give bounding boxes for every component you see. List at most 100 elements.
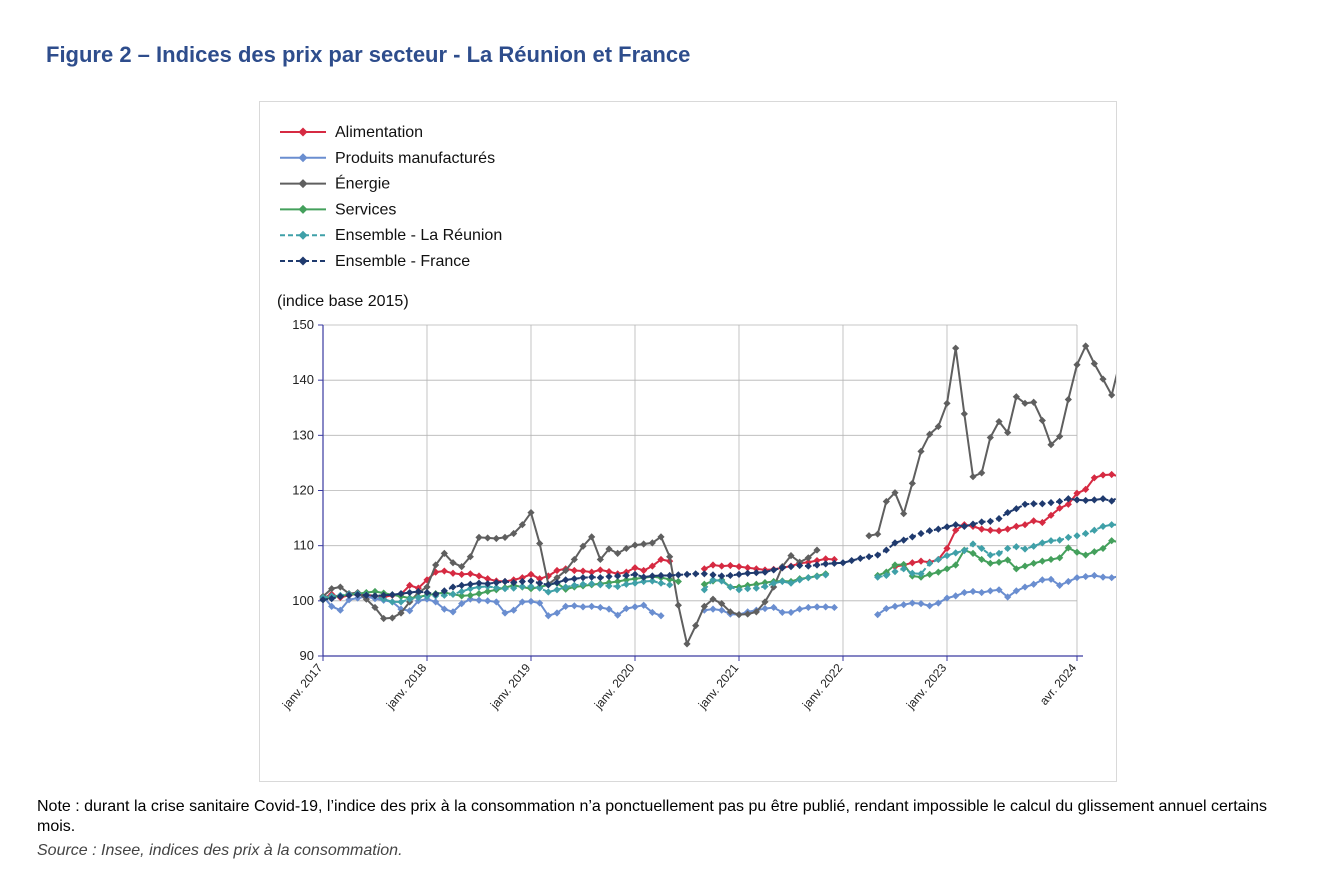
data-point-energie bbox=[432, 561, 440, 569]
data-point-energie bbox=[588, 533, 596, 541]
data-point-ensemble-france bbox=[830, 559, 838, 567]
data-point-ensemble-france bbox=[874, 551, 882, 559]
data-point-ensemble-la-reunion bbox=[1108, 521, 1116, 529]
data-point-alimentation bbox=[700, 565, 708, 573]
data-point-produits-manufactures bbox=[328, 602, 336, 610]
data-point-ensemble-la-reunion bbox=[770, 579, 778, 587]
data-point-produits-manufactures bbox=[527, 597, 535, 605]
data-point-services bbox=[371, 587, 379, 596]
chart-frame: 90 100 110 120 130 140 150 janv. 2017 janv. 2018… bbox=[259, 101, 1117, 782]
data-point-ensemble-france bbox=[570, 575, 578, 583]
data-point-ensemble-france bbox=[865, 553, 873, 561]
data-point-services bbox=[891, 561, 899, 569]
data-point-energie bbox=[770, 583, 778, 591]
data-point-ensemble-france bbox=[882, 546, 890, 554]
data-point-ensemble-la-reunion bbox=[995, 549, 1003, 557]
data-point-alimentation bbox=[544, 572, 552, 580]
data-point-ensemble-france bbox=[518, 577, 526, 586]
data-point-produits-manufactures bbox=[406, 607, 414, 615]
data-point-ensemble-france bbox=[328, 595, 336, 603]
data-point-alimentation bbox=[952, 526, 960, 534]
data-point-produits-manufactures bbox=[926, 602, 934, 610]
data-point-alimentation bbox=[596, 566, 604, 574]
data-point-ensemble-france bbox=[709, 571, 717, 579]
data-point-alimentation bbox=[432, 568, 440, 576]
data-point-energie bbox=[484, 534, 492, 542]
data-point-ensemble-france bbox=[657, 571, 665, 580]
data-point-services bbox=[943, 565, 951, 573]
data-point-ensemble-france bbox=[1012, 505, 1020, 513]
data-point-alimentation bbox=[830, 555, 838, 564]
data-point-energie bbox=[744, 610, 752, 618]
data-point-alimentation bbox=[1056, 504, 1064, 512]
data-point-ensemble-la-reunion bbox=[735, 586, 743, 594]
data-point-services bbox=[761, 579, 769, 587]
data-point-ensemble-france bbox=[1064, 495, 1072, 503]
data-point-produits-manufactures bbox=[484, 597, 492, 605]
data-point-services bbox=[752, 580, 760, 588]
x-tick-label: avr. 2024 bbox=[1037, 661, 1080, 708]
data-point-alimentation bbox=[631, 564, 639, 572]
data-point-alimentation bbox=[822, 555, 830, 563]
data-point-produits-manufactures bbox=[397, 605, 405, 613]
data-point-alimentation bbox=[1038, 518, 1046, 527]
legend-label-energie: Énergie bbox=[335, 174, 390, 193]
data-point-ensemble-la-reunion bbox=[622, 580, 630, 588]
data-point-ensemble-la-reunion bbox=[388, 598, 396, 606]
data-point-alimentation bbox=[1012, 522, 1020, 530]
figure-title: Figure 2 – Indices des prix par secteur … bbox=[46, 42, 691, 67]
data-point-ensemble-la-reunion bbox=[796, 576, 804, 584]
data-point-services bbox=[700, 580, 708, 588]
data-point-energie bbox=[1056, 432, 1064, 441]
data-point-energie bbox=[692, 622, 700, 630]
data-point-ensemble-la-reunion bbox=[934, 555, 942, 564]
data-point-alimentation bbox=[657, 555, 665, 564]
y-axis-label: (indice base 2015) bbox=[277, 293, 409, 310]
data-point-alimentation bbox=[718, 562, 726, 570]
data-point-alimentation bbox=[709, 561, 717, 569]
data-point-alimentation bbox=[986, 526, 994, 534]
data-point-ensemble-la-reunion bbox=[969, 540, 977, 548]
data-point-services bbox=[614, 577, 622, 586]
data-point-ensemble-france bbox=[735, 570, 743, 578]
data-point-alimentation bbox=[735, 563, 743, 571]
data-point-ensemble-la-reunion bbox=[1073, 532, 1081, 540]
x-tick-label: janv. 2019 bbox=[487, 661, 534, 713]
data-point-ensemble-france bbox=[1004, 508, 1012, 517]
legend-label-produits-manufactures: Produits manufacturés bbox=[335, 150, 495, 167]
data-point-energie bbox=[553, 574, 561, 582]
data-point-energie bbox=[952, 344, 960, 352]
data-point-ensemble-france bbox=[856, 554, 864, 562]
data-point-produits-manufactures bbox=[475, 596, 483, 604]
data-point-alimentation bbox=[484, 575, 492, 583]
data-point-ensemble-france bbox=[978, 518, 986, 526]
data-point-ensemble-la-reunion bbox=[917, 570, 925, 578]
data-point-services bbox=[1030, 559, 1038, 567]
data-point-alimentation bbox=[917, 557, 925, 565]
data-point-energie bbox=[614, 549, 622, 557]
data-point-energie bbox=[1090, 360, 1098, 368]
data-point-produits-manufactures bbox=[709, 605, 717, 613]
data-point-ensemble-la-reunion bbox=[1056, 536, 1064, 544]
series-line-ensemble-la-reunion bbox=[877, 523, 1116, 579]
data-point-services bbox=[900, 560, 908, 569]
data-point-energie bbox=[804, 554, 812, 562]
data-point-ensemble-la-reunion bbox=[640, 577, 648, 586]
data-point-produits-manufactures bbox=[631, 603, 639, 611]
data-point-ensemble-france bbox=[362, 591, 370, 599]
legend-marker-services bbox=[298, 204, 308, 214]
data-point-ensemble-la-reunion bbox=[744, 585, 752, 593]
data-point-ensemble-la-reunion bbox=[960, 547, 968, 555]
data-point-ensemble-la-reunion bbox=[926, 559, 934, 567]
data-point-produits-manufactures bbox=[718, 606, 726, 614]
data-point-ensemble-la-reunion bbox=[397, 598, 405, 606]
data-point-produits-manufactures bbox=[1004, 593, 1012, 601]
data-point-produits-manufactures bbox=[934, 599, 942, 607]
data-point-produits-manufactures bbox=[579, 603, 587, 611]
data-point-alimentation bbox=[744, 564, 752, 572]
data-point-ensemble-france bbox=[501, 577, 509, 586]
data-point-energie bbox=[1073, 361, 1081, 369]
data-point-ensemble-la-reunion bbox=[501, 585, 509, 593]
data-point-alimentation bbox=[752, 565, 760, 573]
data-point-alimentation bbox=[449, 569, 457, 577]
